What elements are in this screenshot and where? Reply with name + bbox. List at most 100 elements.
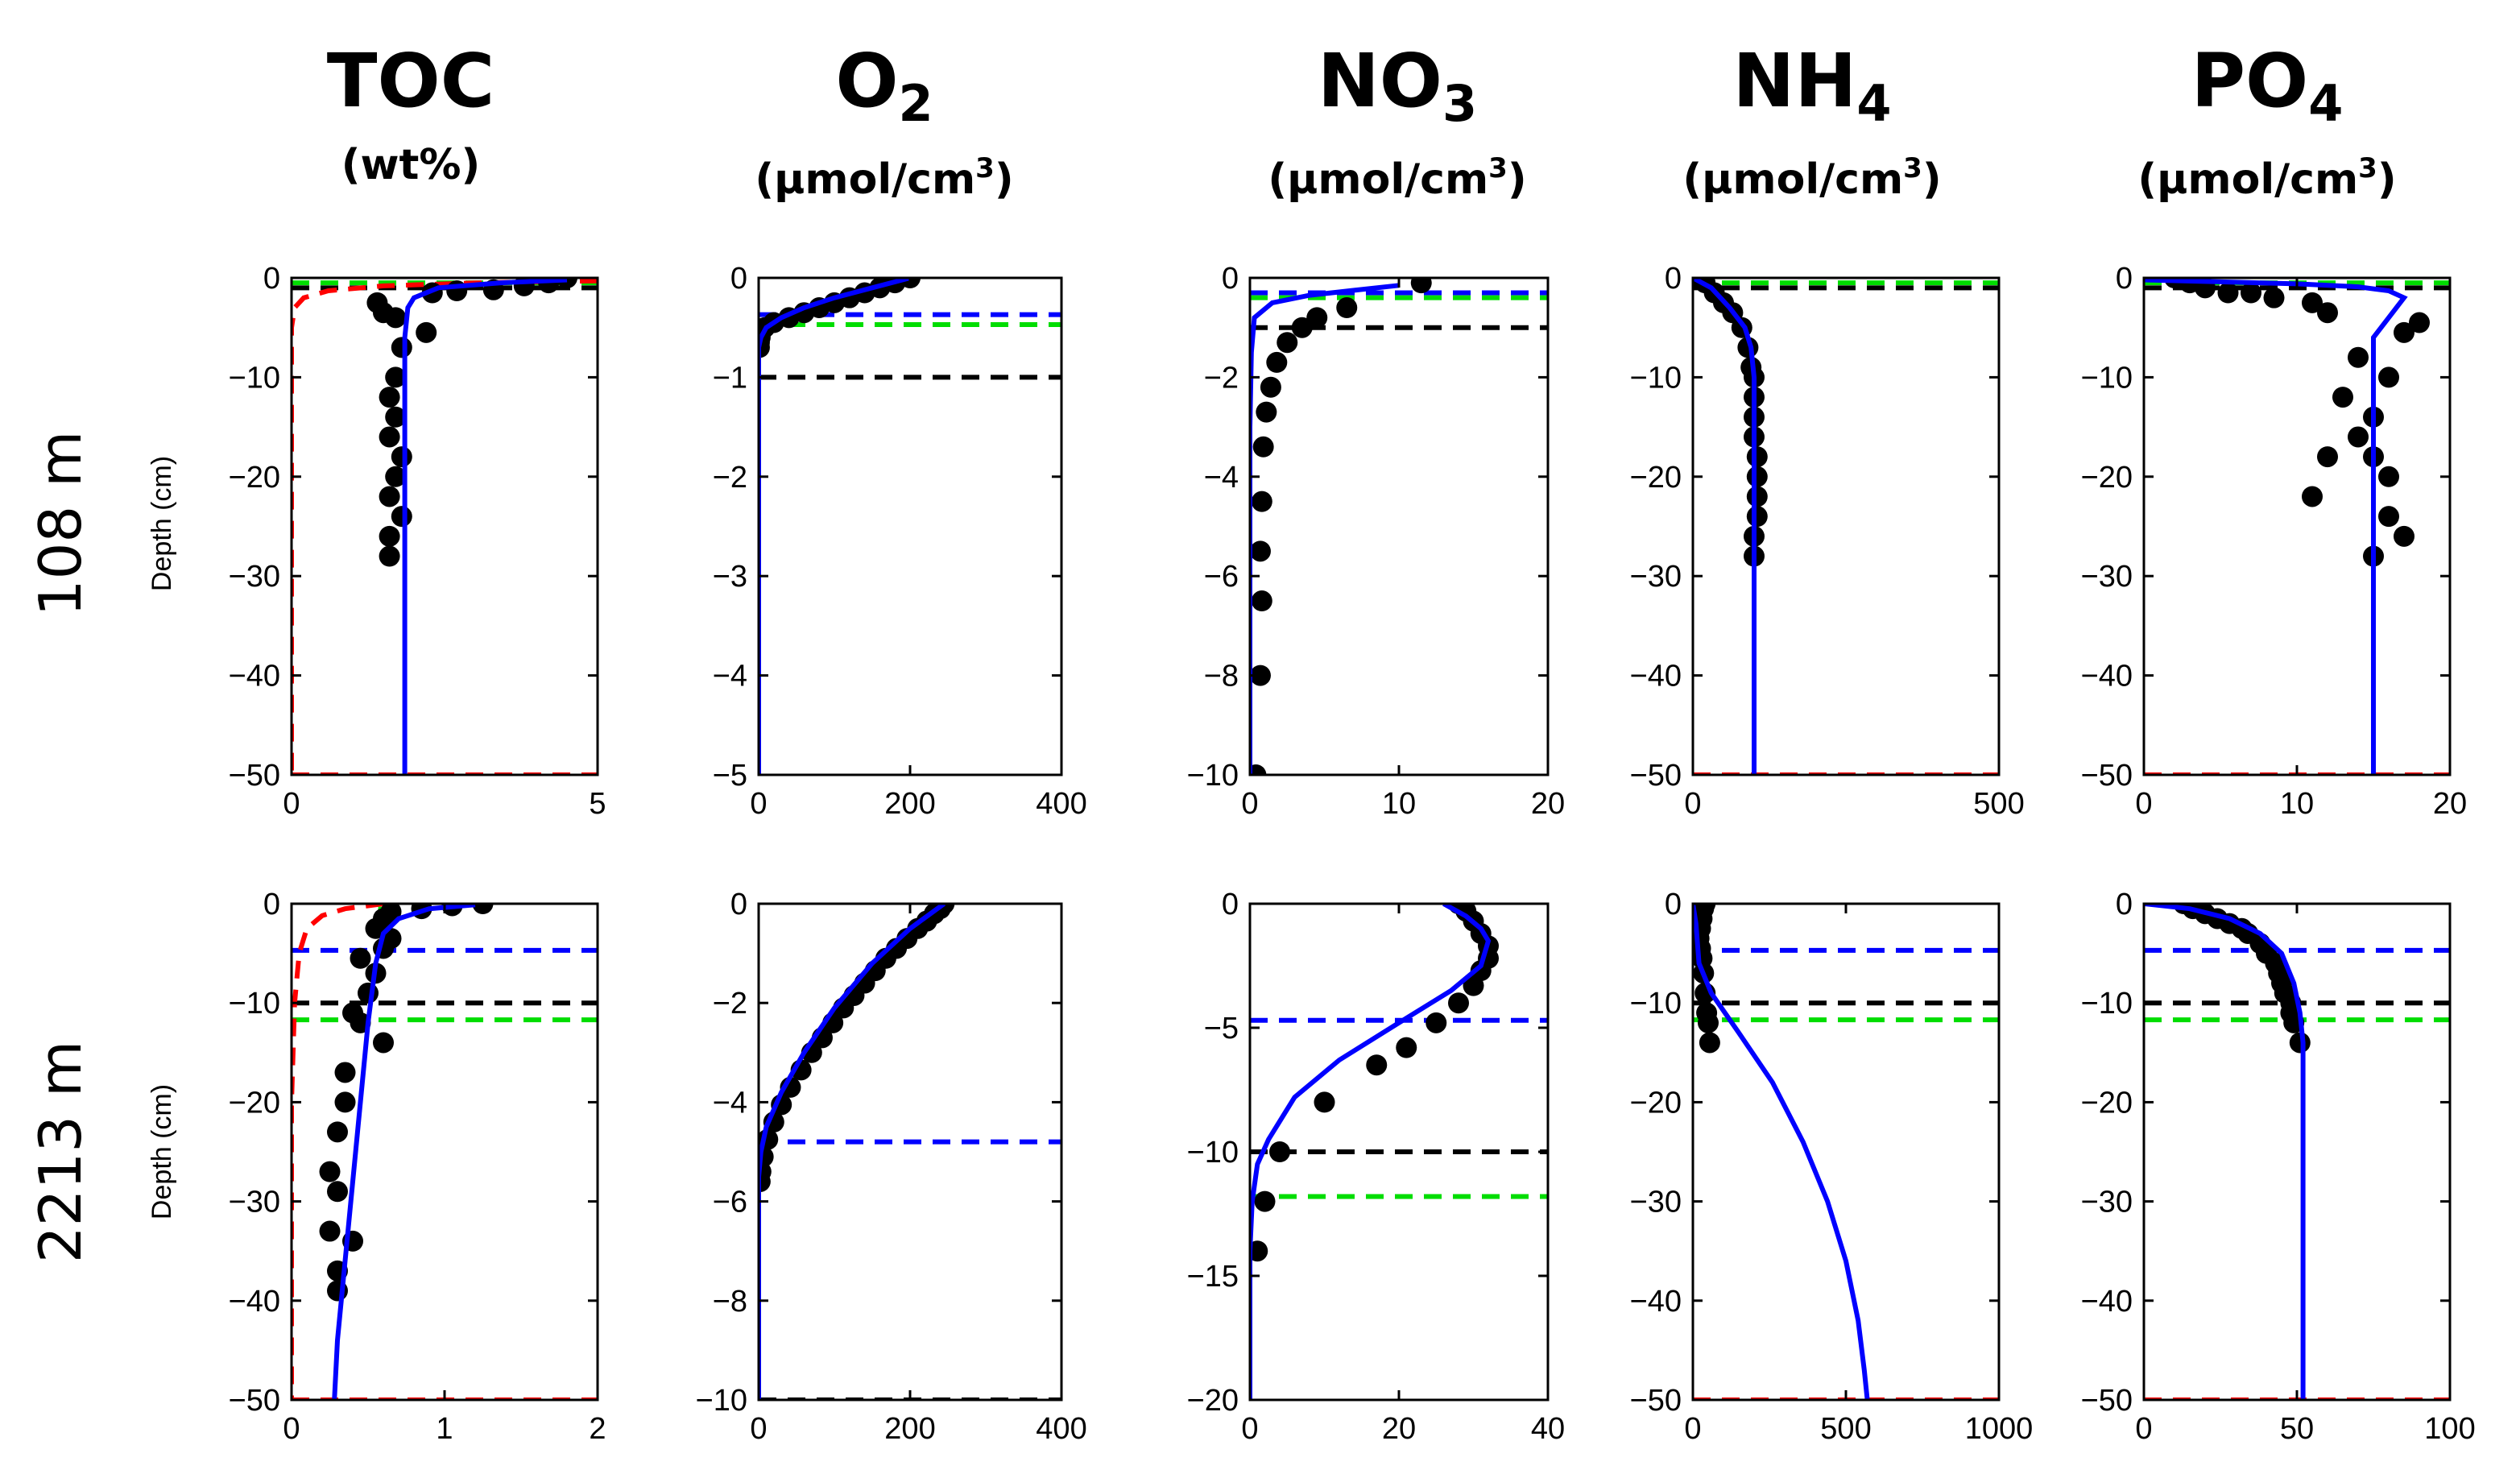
data-point xyxy=(1260,376,1281,398)
data-point xyxy=(2378,366,2399,388)
data-point xyxy=(2394,525,2414,547)
y-tick-label: −10 xyxy=(2081,361,2133,395)
data-point xyxy=(379,426,400,448)
plot-area xyxy=(292,278,598,775)
data-point xyxy=(327,1181,348,1203)
x-tick-label: 200 xyxy=(884,1412,935,1446)
panel-r0-c1: 0 200 400 0 −1 −2 −3 −4 −5 xyxy=(713,262,1087,821)
data-point xyxy=(2378,466,2399,487)
data-point xyxy=(385,406,407,428)
x-tick-label: 0 xyxy=(1241,787,1258,821)
x-tick-label: 0 xyxy=(2135,1412,2152,1446)
data-point xyxy=(391,446,412,468)
data-point xyxy=(379,486,400,507)
y-tick-label: −30 xyxy=(229,560,280,594)
row-label-108m: 108 m xyxy=(27,431,94,616)
col-unit-po4: (μmol/cm3) xyxy=(2137,152,2396,204)
data-point xyxy=(2302,292,2323,313)
data-point xyxy=(1291,317,1313,338)
y-tick-label: −50 xyxy=(229,759,280,793)
data-point xyxy=(379,387,400,408)
data-point xyxy=(358,982,379,1004)
plot-area xyxy=(292,904,598,1400)
data-point xyxy=(334,1091,356,1113)
model-line xyxy=(759,904,946,1400)
data-point xyxy=(319,1161,341,1182)
y-tick-label: 0 xyxy=(1665,262,1682,296)
x-tick-label: 40 xyxy=(1531,1412,1565,1446)
panel-r0-c4: 0 10 20 0 −10 −20 −30 −40 −50 xyxy=(2081,262,2468,821)
x-tick-label: 500 xyxy=(1973,787,2024,821)
data-point xyxy=(1250,540,1271,562)
y-tick-label: −6 xyxy=(1204,560,1239,594)
plot-area xyxy=(1250,904,1548,1400)
y-tick-label: −4 xyxy=(713,1086,747,1120)
panel-r1-c1: 0 200 400 0 −2 −4 −6 −8 −10 xyxy=(696,888,1087,1446)
y-axis-label-row2: Depth (cm) xyxy=(147,1084,177,1219)
y-tick-label: −20 xyxy=(2081,1086,2133,1120)
x-tick-label: 20 xyxy=(1531,787,1565,821)
plot-area xyxy=(759,278,1061,775)
data-point xyxy=(319,1220,341,1242)
y-tick-label: −50 xyxy=(1630,1384,1682,1418)
data-point xyxy=(379,525,400,547)
data-point xyxy=(1277,332,1298,354)
y-tick-label: −40 xyxy=(1630,660,1682,694)
data-point xyxy=(1251,491,1272,512)
data-point xyxy=(1426,1012,1447,1033)
y-tick-label: 0 xyxy=(730,888,747,921)
y-tick-label: −4 xyxy=(713,660,747,694)
y-tick-label: 0 xyxy=(1222,262,1239,296)
y-tick-label: −10 xyxy=(1187,759,1239,793)
panel-r1-c0: 0 1 2 0 −10 −20 −30 −40 −50 xyxy=(229,888,606,1446)
axes-frame xyxy=(2142,902,2452,1402)
y-tick-label: −30 xyxy=(1630,560,1682,594)
data-point xyxy=(1396,1037,1417,1058)
y-tick-label: −20 xyxy=(1187,1384,1239,1418)
x-tick-label: 20 xyxy=(1382,1412,1416,1446)
data-point xyxy=(2378,506,2399,528)
y-tick-label: −30 xyxy=(1630,1186,1682,1219)
data-point xyxy=(1306,307,1328,329)
y-tick-label: 0 xyxy=(263,888,280,921)
data-point xyxy=(391,506,412,528)
data-point xyxy=(2217,282,2239,304)
axes-frame xyxy=(1691,902,2001,1402)
y-tick-label: −40 xyxy=(1630,1285,1682,1319)
y-tick-label: 0 xyxy=(263,262,280,296)
data-point xyxy=(759,1170,771,1192)
axes-frame xyxy=(290,276,599,776)
y-tick-label: −6 xyxy=(713,1186,747,1219)
col-title-po4: PO4 xyxy=(2191,38,2344,133)
data-point xyxy=(2394,321,2414,343)
axes-frame xyxy=(757,276,1063,776)
y-tick-label: −5 xyxy=(713,759,747,793)
x-tick-label: 20 xyxy=(2433,787,2467,821)
column-headers: TOC (wt%) O2 (μmol/cm3) NO3 (μmol/cm3) N… xyxy=(327,38,2397,204)
panel-r1-c3: 0 500 1000 0 −10 −20 −30 −40 −50 xyxy=(1630,888,2034,1446)
x-tick-label: 1 xyxy=(436,1412,453,1446)
panel-r0-c2: 0 10 20 0 −2 −4 −6 −8 −10 xyxy=(1187,262,1566,821)
plot-area xyxy=(759,904,1061,1400)
y-tick-label: −40 xyxy=(2081,660,2133,694)
y-tick-label: −30 xyxy=(2081,1186,2133,1219)
data-point xyxy=(1699,1032,1720,1054)
y-tick-label: −2 xyxy=(1204,361,1239,395)
data-point xyxy=(1250,764,1267,775)
col-unit-nh4: (μmol/cm3) xyxy=(1682,152,1941,204)
y-tick-label: −10 xyxy=(1630,361,1682,395)
x-tick-label: 500 xyxy=(1820,1412,1871,1446)
data-point xyxy=(2409,312,2430,333)
x-tick-label: 0 xyxy=(283,1412,300,1446)
data-point xyxy=(472,904,494,914)
y-tick-label: −10 xyxy=(229,987,280,1021)
y-tick-label: 0 xyxy=(2116,262,2133,296)
x-tick-label: 10 xyxy=(2280,787,2314,821)
data-point xyxy=(1410,278,1432,294)
x-tick-label: 0 xyxy=(1684,787,1701,821)
x-tick-label: 400 xyxy=(1036,1412,1086,1446)
model-line xyxy=(332,904,476,1400)
model-line xyxy=(1250,904,1492,1400)
data-point xyxy=(385,466,407,487)
